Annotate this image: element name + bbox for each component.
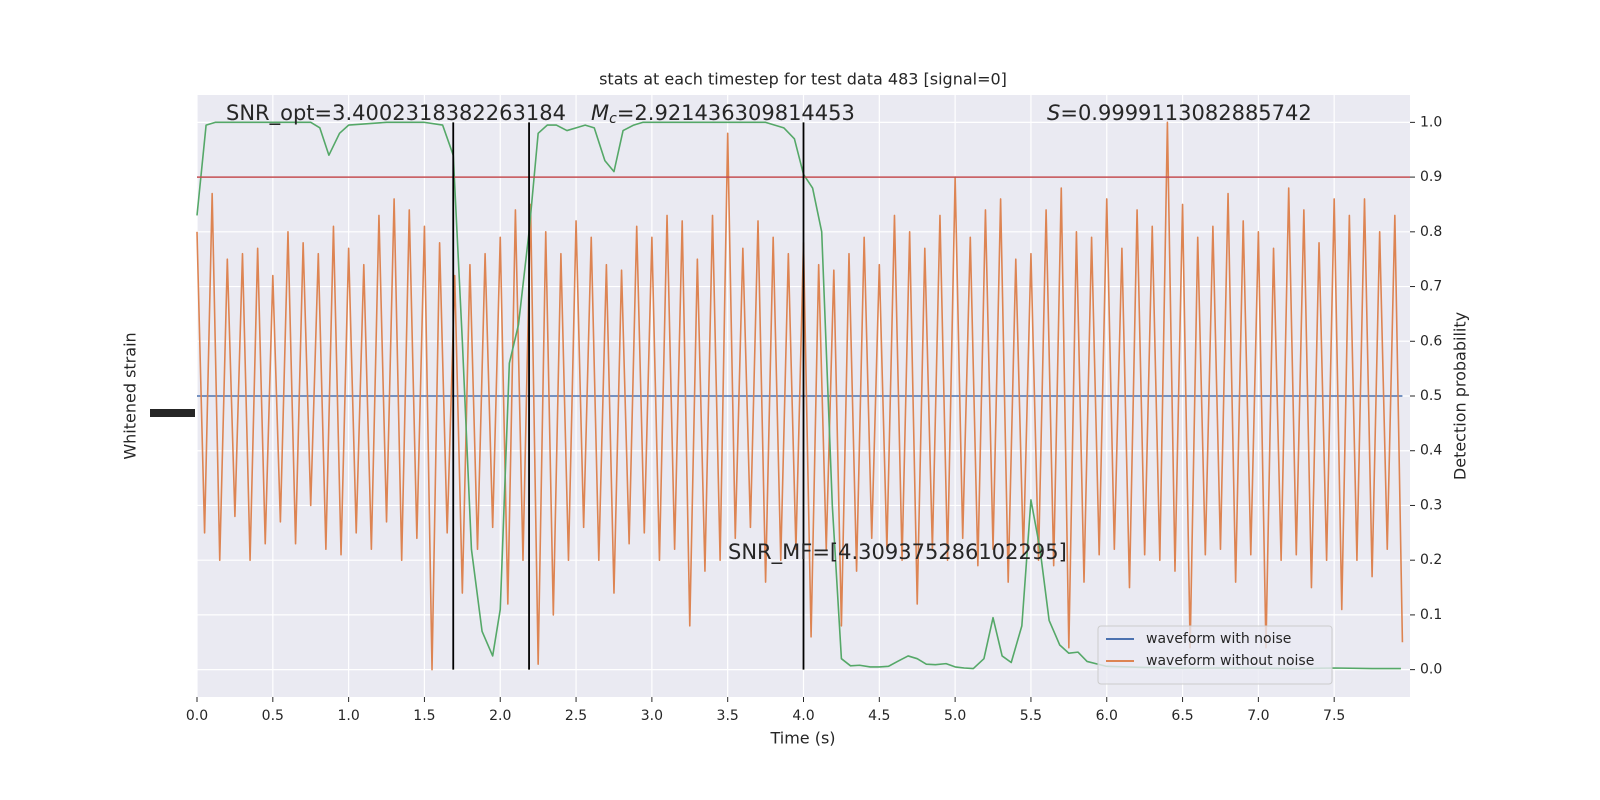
x-tick-label: 6.0 [1096, 708, 1118, 724]
y2-tick-label: 1.0 [1420, 114, 1442, 130]
x-tick-label: 3.0 [641, 708, 663, 724]
legend-label: waveform with noise [1146, 631, 1291, 647]
y2-tick-label: 0.4 [1420, 443, 1442, 459]
y2-tick-label: 0.1 [1420, 607, 1442, 623]
x-tick-label: 1.5 [413, 708, 435, 724]
y-axis-label: Whitened strain [121, 332, 140, 459]
annotation: S=0.9999113082885742 [1047, 101, 1312, 125]
y2-tick-label: 0.6 [1420, 333, 1442, 349]
annotation-symbol: M [591, 101, 609, 125]
y2-tick-label: 0.7 [1420, 279, 1442, 295]
y2-tick-label: 0.0 [1420, 662, 1442, 678]
series-line [196, 121, 1404, 671]
y2-axis-label: Detection probability [1451, 312, 1470, 480]
x-tick-label: 6.5 [1171, 708, 1193, 724]
annotation-text: SNR_MF=[4.309375286102295] [728, 540, 1067, 565]
annotation: SNR_opt=3.4002318382263184 [226, 101, 566, 126]
y2-tick-label: 0.9 [1420, 169, 1442, 185]
x-tick-label: 1.0 [337, 708, 359, 724]
x-tick-label: 5.5 [1020, 708, 1042, 724]
annotation-symbol: S [1047, 101, 1060, 125]
y2-tick-label: 0.2 [1420, 552, 1442, 568]
x-tick-label: 3.5 [717, 708, 739, 724]
y-tick-labels-overlap [150, 409, 195, 417]
x-tick-label: 5.0 [944, 708, 966, 724]
x-tick-label: 4.0 [792, 708, 814, 724]
x-tick-label: 2.0 [489, 708, 511, 724]
x-tick-label: 7.5 [1323, 708, 1345, 724]
annotation: SNR_MF=[4.309375286102295] [728, 540, 1067, 565]
annotation-text: =2.921436309814453 [617, 101, 855, 125]
x-tick-label: 7.0 [1247, 708, 1269, 724]
x-axis-label: Time (s) [769, 729, 835, 748]
legend-label: waveform without noise [1146, 653, 1314, 669]
chart-title: stats at each timestep for test data 483… [599, 70, 1007, 89]
x-tick-label: 0.0 [186, 708, 208, 724]
y2-tick-label: 0.3 [1420, 497, 1442, 513]
legend-box [1097, 625, 1333, 685]
annotation: Mc=2.921436309814453 [591, 101, 855, 127]
annotation-text: =0.9999113082885742 [1060, 101, 1311, 125]
x-tick-label: 4.5 [868, 708, 890, 724]
y2-tick-label: 0.5 [1420, 388, 1442, 404]
x-tick-label: 0.5 [262, 708, 284, 724]
x-tick-label: 2.5 [565, 708, 587, 724]
annotation-subscript: c [609, 111, 617, 127]
y2-tick-label: 0.8 [1420, 224, 1442, 240]
marks [196, 121, 1410, 671]
annotation-text: SNR_opt=3.4002318382263184 [226, 101, 566, 126]
